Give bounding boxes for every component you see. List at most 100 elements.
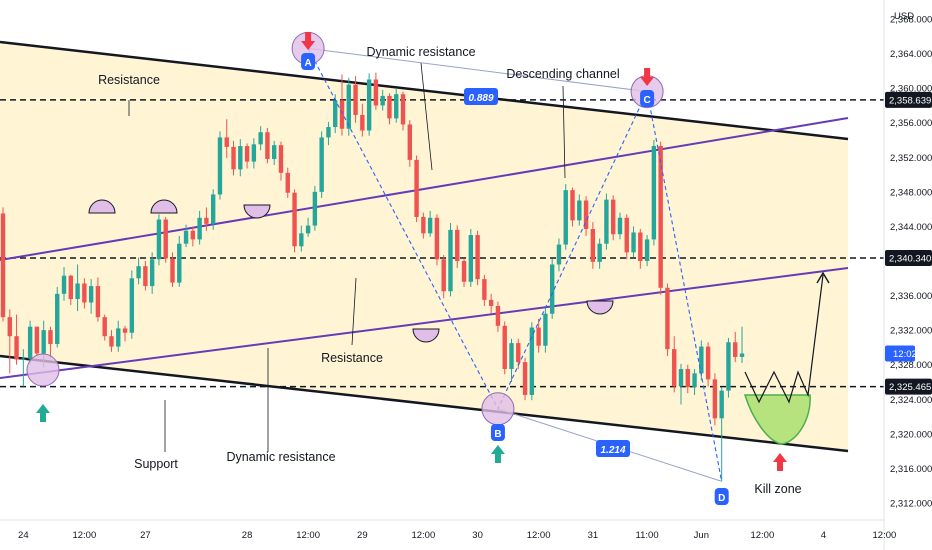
candle-body — [617, 217, 623, 235]
candle-body — [27, 326, 33, 359]
ratio-label-badge — [464, 88, 498, 105]
touch-half-circle — [88, 199, 116, 214]
candle-body — [461, 261, 467, 282]
candle-body — [278, 145, 284, 173]
price-tick-label: 2,348.000 — [890, 187, 932, 198]
annotation-descending-channel: Descending channel — [506, 67, 619, 81]
candle-body — [624, 217, 629, 253]
candle-body — [658, 146, 663, 288]
candle-body — [407, 124, 412, 160]
candle-body — [441, 259, 446, 292]
reaction-circle-b — [481, 392, 515, 426]
time-tick-label: 12:00 — [527, 530, 551, 541]
candle-body — [475, 235, 480, 280]
pattern-leg-line — [307, 48, 723, 482]
candle-body — [258, 132, 263, 145]
time-tick-label: 4 — [821, 530, 826, 541]
candle-body — [75, 283, 80, 300]
candle-body — [170, 258, 175, 283]
candle-body — [434, 217, 440, 260]
candle-body — [0, 213, 6, 318]
price-tick-label: 2,352.000 — [890, 153, 932, 164]
candle-body — [509, 343, 514, 370]
candle-body — [299, 233, 304, 247]
descending-channel-fill — [0, 42, 848, 451]
candle-body — [231, 146, 236, 170]
candle-body — [197, 217, 202, 240]
touch-half-circle — [586, 300, 614, 315]
candle-body — [41, 330, 46, 354]
annotation-pointer-line — [420, 62, 433, 171]
plot-area[interactable] — [0, 40, 884, 482]
candle-body — [177, 243, 182, 283]
price-tick-label: 2,360.000 — [890, 84, 932, 95]
price-axis[interactable]: USD 2,368.000 2,364.000 2,360.000 2,356.000… — [883, 0, 932, 550]
candle-body — [346, 84, 351, 129]
annotation-kill-zone: Kill zone — [754, 482, 801, 496]
candle-body — [319, 137, 324, 192]
kill-zone-area — [743, 394, 811, 445]
candle-body — [360, 114, 365, 131]
ratio-line-ac — [308, 47, 648, 93]
ratio-label-badge — [596, 440, 630, 457]
candle-body — [68, 275, 73, 300]
candle-body — [570, 190, 575, 221]
arrow-up-kill-zone-icon — [773, 453, 787, 471]
candle-body — [502, 325, 507, 370]
candle-body — [238, 146, 243, 170]
point-label-badge — [714, 488, 729, 505]
candle-body — [455, 229, 460, 261]
candle-body — [400, 94, 406, 125]
time-tick-label: Jun — [694, 530, 709, 541]
candle-body — [543, 313, 548, 346]
price-tick-label: 2,336.000 — [890, 291, 932, 302]
price-axis-background — [884, 0, 932, 550]
touch-half-circle — [150, 199, 178, 214]
candle-body — [333, 100, 338, 128]
price-tick-label: 2,332.000 — [890, 326, 932, 337]
candle-body — [183, 230, 189, 244]
annotation-support: Support — [134, 457, 178, 471]
price-tag-text: 2,340.340 — [889, 254, 931, 265]
candle-body — [563, 190, 568, 245]
arrow-up-b-icon — [490, 445, 505, 463]
candle-body — [468, 235, 474, 282]
touch-half-circle — [243, 204, 271, 219]
annotation-dynamic-resistance-top: Dynamic resistance — [366, 45, 475, 59]
ratio-label-text: 1.214 — [600, 445, 625, 456]
point-label-text: D — [718, 493, 725, 504]
price-tag — [885, 345, 915, 362]
time-tick-label: 12:00 — [750, 530, 774, 541]
projection-path — [744, 274, 824, 404]
candle-body — [34, 326, 40, 354]
arrow-down-c-icon — [640, 68, 655, 86]
candle-body — [685, 369, 690, 388]
price-tick-label: 2,368.000 — [890, 15, 932, 26]
candle-body — [156, 219, 162, 260]
price-tag — [885, 91, 932, 108]
candle-body — [665, 287, 670, 350]
annotation-layer: A B C D 0.889 1.214 Resistance Dynamic resistan… — [26, 31, 830, 505]
time-axis[interactable]: 24 12:00 27 28 12:00 29 12:00 30 12:00 31 11:00 Jun… — [0, 519, 897, 541]
candle-body — [149, 259, 155, 287]
candle-body — [583, 200, 589, 230]
candle-body — [210, 194, 216, 224]
time-tick-label: 12:00 — [411, 530, 435, 541]
time-tick-label: 27 — [140, 530, 151, 541]
candle-body — [590, 229, 596, 262]
candle-body — [14, 336, 19, 360]
currency-label: USD — [894, 11, 914, 22]
price-tick-label: 2,344.000 — [890, 222, 932, 233]
candle-body — [163, 219, 168, 259]
candle-body — [549, 264, 555, 314]
annotation-resistance-top: Resistance — [98, 73, 160, 87]
candle-body — [129, 278, 135, 333]
price-tick-label: 2,328.000 — [890, 360, 932, 371]
candle-body — [387, 95, 392, 119]
candle-body — [204, 217, 209, 224]
candle-body — [427, 217, 433, 234]
candle-body — [48, 330, 53, 344]
time-tick-label: 12:00 — [873, 530, 897, 541]
candle-body — [7, 317, 12, 337]
